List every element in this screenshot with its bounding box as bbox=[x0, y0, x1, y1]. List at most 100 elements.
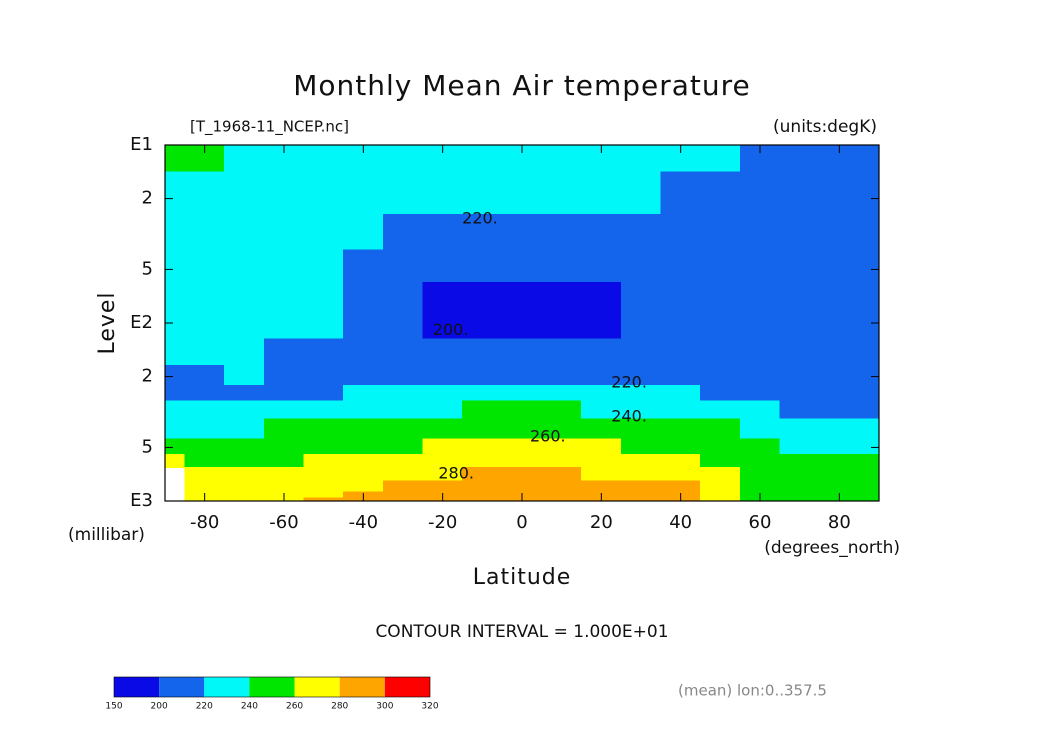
field-cell bbox=[700, 365, 741, 386]
field-cell bbox=[858, 308, 880, 339]
field-cell bbox=[343, 282, 384, 310]
field-cell bbox=[541, 467, 582, 482]
field-cell bbox=[660, 454, 701, 468]
field-cell bbox=[858, 384, 880, 402]
field-cell bbox=[739, 338, 781, 366]
field-cell bbox=[382, 249, 424, 283]
field-cell bbox=[164, 282, 186, 310]
field-cell bbox=[779, 438, 820, 455]
field-cell bbox=[263, 418, 305, 440]
field-cell bbox=[779, 418, 820, 440]
units-label: (units:degK) bbox=[773, 117, 877, 137]
field-cell bbox=[462, 480, 503, 493]
field-cell bbox=[581, 454, 622, 468]
field-cell bbox=[382, 400, 424, 420]
field-cell bbox=[779, 171, 820, 215]
field-cell bbox=[739, 467, 781, 482]
field-cell bbox=[620, 467, 662, 482]
field-cell bbox=[462, 171, 503, 215]
colorbar-swatch bbox=[159, 677, 205, 697]
field-cell bbox=[224, 418, 265, 440]
x-units: (degrees_north) bbox=[764, 538, 900, 558]
field-cell bbox=[660, 438, 701, 455]
field-cell bbox=[462, 308, 503, 339]
field-cell bbox=[700, 213, 741, 250]
colorbar-swatch bbox=[339, 677, 385, 697]
contour-label: 200. bbox=[433, 320, 469, 339]
field-cell bbox=[700, 384, 741, 402]
field-cell bbox=[858, 418, 880, 440]
field-cell bbox=[858, 338, 880, 366]
field-cell bbox=[700, 144, 741, 173]
field-cell bbox=[700, 249, 741, 283]
field-cell bbox=[184, 213, 225, 250]
field-cell bbox=[819, 467, 860, 482]
field-cell bbox=[779, 384, 820, 402]
field-cell bbox=[184, 480, 225, 493]
x-tick-label: 80 bbox=[828, 512, 851, 533]
field-cell bbox=[700, 418, 741, 440]
field-cell bbox=[382, 365, 424, 386]
field-cell bbox=[224, 249, 265, 283]
field-cell bbox=[541, 249, 582, 283]
field-cell bbox=[303, 491, 344, 499]
field-cell bbox=[343, 480, 384, 493]
field-cell bbox=[739, 418, 781, 440]
field-cell bbox=[303, 338, 344, 366]
field-cell bbox=[858, 213, 880, 250]
field-cell bbox=[819, 213, 860, 250]
colorbar-label: 300 bbox=[376, 702, 393, 712]
field-cell bbox=[819, 454, 860, 468]
field-cell bbox=[620, 438, 662, 455]
field-cell bbox=[581, 338, 622, 366]
field-cell bbox=[263, 467, 305, 482]
field-cell bbox=[422, 384, 463, 402]
field-cell bbox=[303, 418, 344, 440]
y-tick-label: E2 bbox=[130, 312, 153, 333]
field-cell bbox=[620, 491, 662, 499]
field-cell bbox=[819, 365, 860, 386]
field-cell bbox=[501, 338, 543, 366]
footnote: (mean) lon:0..357.5 bbox=[678, 682, 827, 700]
field-cell bbox=[422, 171, 463, 215]
field-cell bbox=[700, 480, 741, 493]
field-cell bbox=[700, 454, 741, 468]
field-cell bbox=[541, 338, 582, 366]
field-cell bbox=[263, 308, 305, 339]
field-cell bbox=[819, 171, 860, 215]
field-cell bbox=[462, 491, 503, 499]
contour-label: 220. bbox=[462, 208, 498, 227]
field-cell bbox=[263, 384, 305, 402]
field-cell bbox=[303, 249, 344, 283]
field-cell bbox=[382, 384, 424, 402]
field-cell bbox=[263, 365, 305, 386]
field-cell bbox=[620, 213, 662, 250]
field-cell bbox=[263, 454, 305, 468]
field-cell bbox=[660, 418, 701, 440]
field-cell bbox=[164, 249, 186, 283]
contour-label: 220. bbox=[611, 372, 647, 391]
y-tick-label: 2 bbox=[142, 366, 153, 387]
field-cell bbox=[343, 171, 384, 215]
field-cell bbox=[700, 400, 741, 420]
field-cell bbox=[164, 171, 186, 215]
field-cell bbox=[581, 282, 622, 310]
field-cell bbox=[184, 454, 225, 468]
field-cell bbox=[422, 400, 463, 420]
field-cell bbox=[700, 282, 741, 310]
field-cell bbox=[263, 282, 305, 310]
field-cell bbox=[541, 308, 582, 339]
field-cell bbox=[501, 365, 543, 386]
colorbar-swatch bbox=[204, 677, 250, 697]
field-cell bbox=[819, 400, 860, 420]
field-cell bbox=[541, 400, 582, 420]
field-cell bbox=[224, 400, 265, 420]
colorbar-swatch bbox=[114, 677, 160, 697]
field-cell bbox=[858, 144, 880, 173]
field-cell bbox=[660, 282, 701, 310]
field-cell bbox=[620, 144, 662, 173]
field-cell bbox=[660, 365, 701, 386]
field-cell bbox=[382, 213, 424, 250]
field-cell bbox=[501, 308, 543, 339]
field-cell bbox=[581, 467, 622, 482]
